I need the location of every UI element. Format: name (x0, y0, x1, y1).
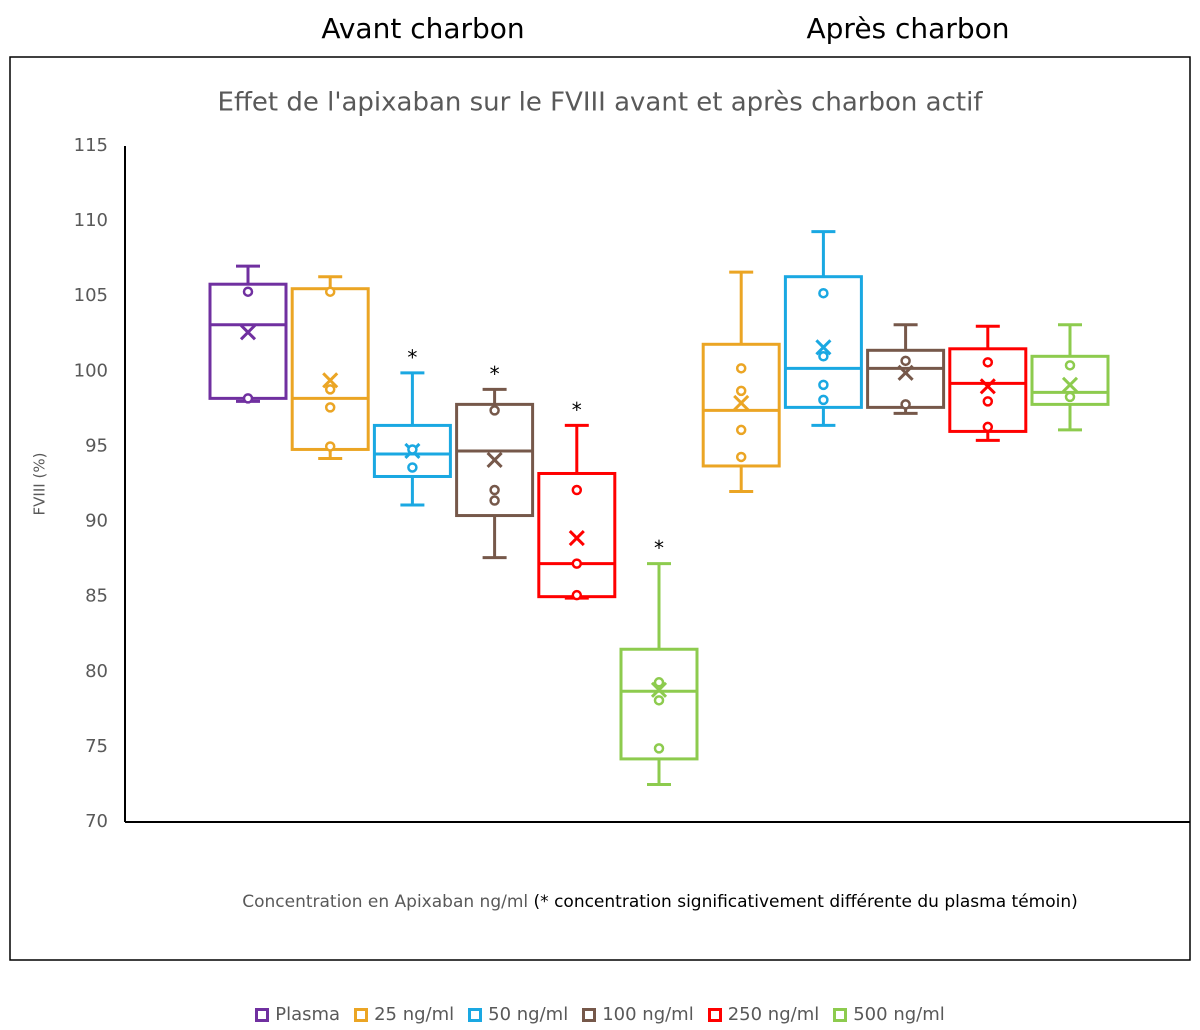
legend: Plasma 25 ng/ml 50 ng/ml 100 ng/ml 250 ng/ml… (0, 1004, 1200, 1025)
legend-item: 250 ng/ml (707, 1004, 820, 1025)
mean-marker (239, 324, 257, 341)
data-point (489, 484, 500, 496)
data-point (982, 357, 994, 368)
data-point (982, 396, 994, 407)
chart-title: Effet de l'apixaban sur le FVIII avant e… (218, 88, 984, 118)
legend-label: 250 ng/ml (727, 1004, 820, 1025)
legend-label: 50 ng/ml (488, 1004, 569, 1025)
y-axis-label: FVIII (%) (31, 453, 49, 516)
data-point (324, 441, 336, 452)
y-tick-label: 105 (74, 285, 108, 306)
significance-label: * (572, 398, 582, 422)
chart-frame (9, 56, 1191, 961)
legend-swatch (707, 1007, 722, 1022)
y-tick-label: 85 (85, 586, 108, 607)
legend-label: 500 ng/ml (853, 1004, 945, 1025)
data-point (653, 743, 665, 754)
significance-label: * (407, 345, 417, 369)
box (783, 275, 863, 409)
data-point (735, 385, 747, 397)
data-point (324, 384, 336, 395)
legend-swatch (468, 1007, 483, 1022)
box (1030, 354, 1110, 406)
data-point (407, 462, 418, 473)
data-point (571, 558, 583, 569)
data-point (489, 405, 500, 416)
legend-label: 25 ng/ml (374, 1004, 455, 1025)
legend-swatch (354, 1007, 369, 1022)
mean-marker (979, 378, 996, 395)
box (208, 282, 288, 400)
data-point (242, 393, 254, 404)
data-point (324, 286, 336, 297)
legend-label: 100 ng/ml (602, 1004, 694, 1025)
mean-marker (322, 372, 339, 389)
data-point (407, 444, 418, 455)
data-point (324, 402, 336, 413)
box (619, 647, 699, 761)
data-point (735, 451, 747, 463)
significance-label: * (490, 362, 500, 386)
box (701, 342, 781, 468)
data-point (735, 363, 747, 374)
data-point (1064, 391, 1076, 403)
box (372, 423, 452, 478)
legend-label: Plasma (275, 1004, 341, 1025)
mean-marker (733, 394, 750, 411)
data-point (489, 495, 500, 506)
data-point (653, 677, 665, 688)
legend-item: 500 ng/ml (833, 1004, 945, 1025)
data-point (1064, 360, 1076, 371)
data-point (982, 421, 994, 433)
mean-marker (568, 530, 585, 547)
data-point (900, 355, 911, 367)
y-tick-label: 110 (74, 210, 108, 231)
y-tick-label: 70 (85, 811, 108, 832)
y-tick-label: 75 (85, 736, 108, 757)
y-tick-label: 80 (85, 661, 108, 682)
mean-marker (897, 364, 914, 381)
data-point (242, 286, 254, 297)
y-tick-label: 100 (74, 360, 108, 381)
x-axis-title: Concentration en Apixaban ng/ml (242, 892, 529, 912)
data-point (571, 484, 583, 496)
data-point (818, 287, 829, 299)
category-label: Avant charbon (321, 12, 524, 45)
mean-marker (486, 451, 503, 469)
legend-swatch (582, 1007, 597, 1022)
data-point (900, 399, 911, 410)
mean-marker (650, 681, 668, 698)
y-tick-label: 90 (85, 511, 108, 532)
data-point (818, 351, 829, 362)
data-point (571, 589, 583, 601)
y-tick-label: 95 (85, 435, 108, 456)
y-tick-label: 115 (74, 135, 108, 156)
mean-marker (1061, 376, 1079, 393)
legend-item: 25 ng/ml (354, 1004, 454, 1025)
box (290, 287, 370, 451)
significance-label: * (654, 536, 664, 560)
box (455, 402, 535, 518)
data-point (653, 695, 665, 706)
legend-item: 50 ng/ml (468, 1004, 568, 1025)
category-label: Après charbon (807, 12, 1010, 45)
data-point (735, 424, 747, 436)
data-point (818, 394, 829, 406)
note: (* concentration significativement diffé… (533, 892, 1078, 912)
legend-swatch (833, 1007, 848, 1022)
data-point (818, 379, 829, 391)
legend-item: 100 ng/ml (582, 1004, 694, 1025)
legend-item: Plasma (255, 1004, 340, 1025)
x-axis-label: Concentration en Apixaban ng/ml (* conce… (200, 888, 1120, 916)
legend-swatch (255, 1007, 270, 1022)
mean-marker (815, 339, 832, 356)
